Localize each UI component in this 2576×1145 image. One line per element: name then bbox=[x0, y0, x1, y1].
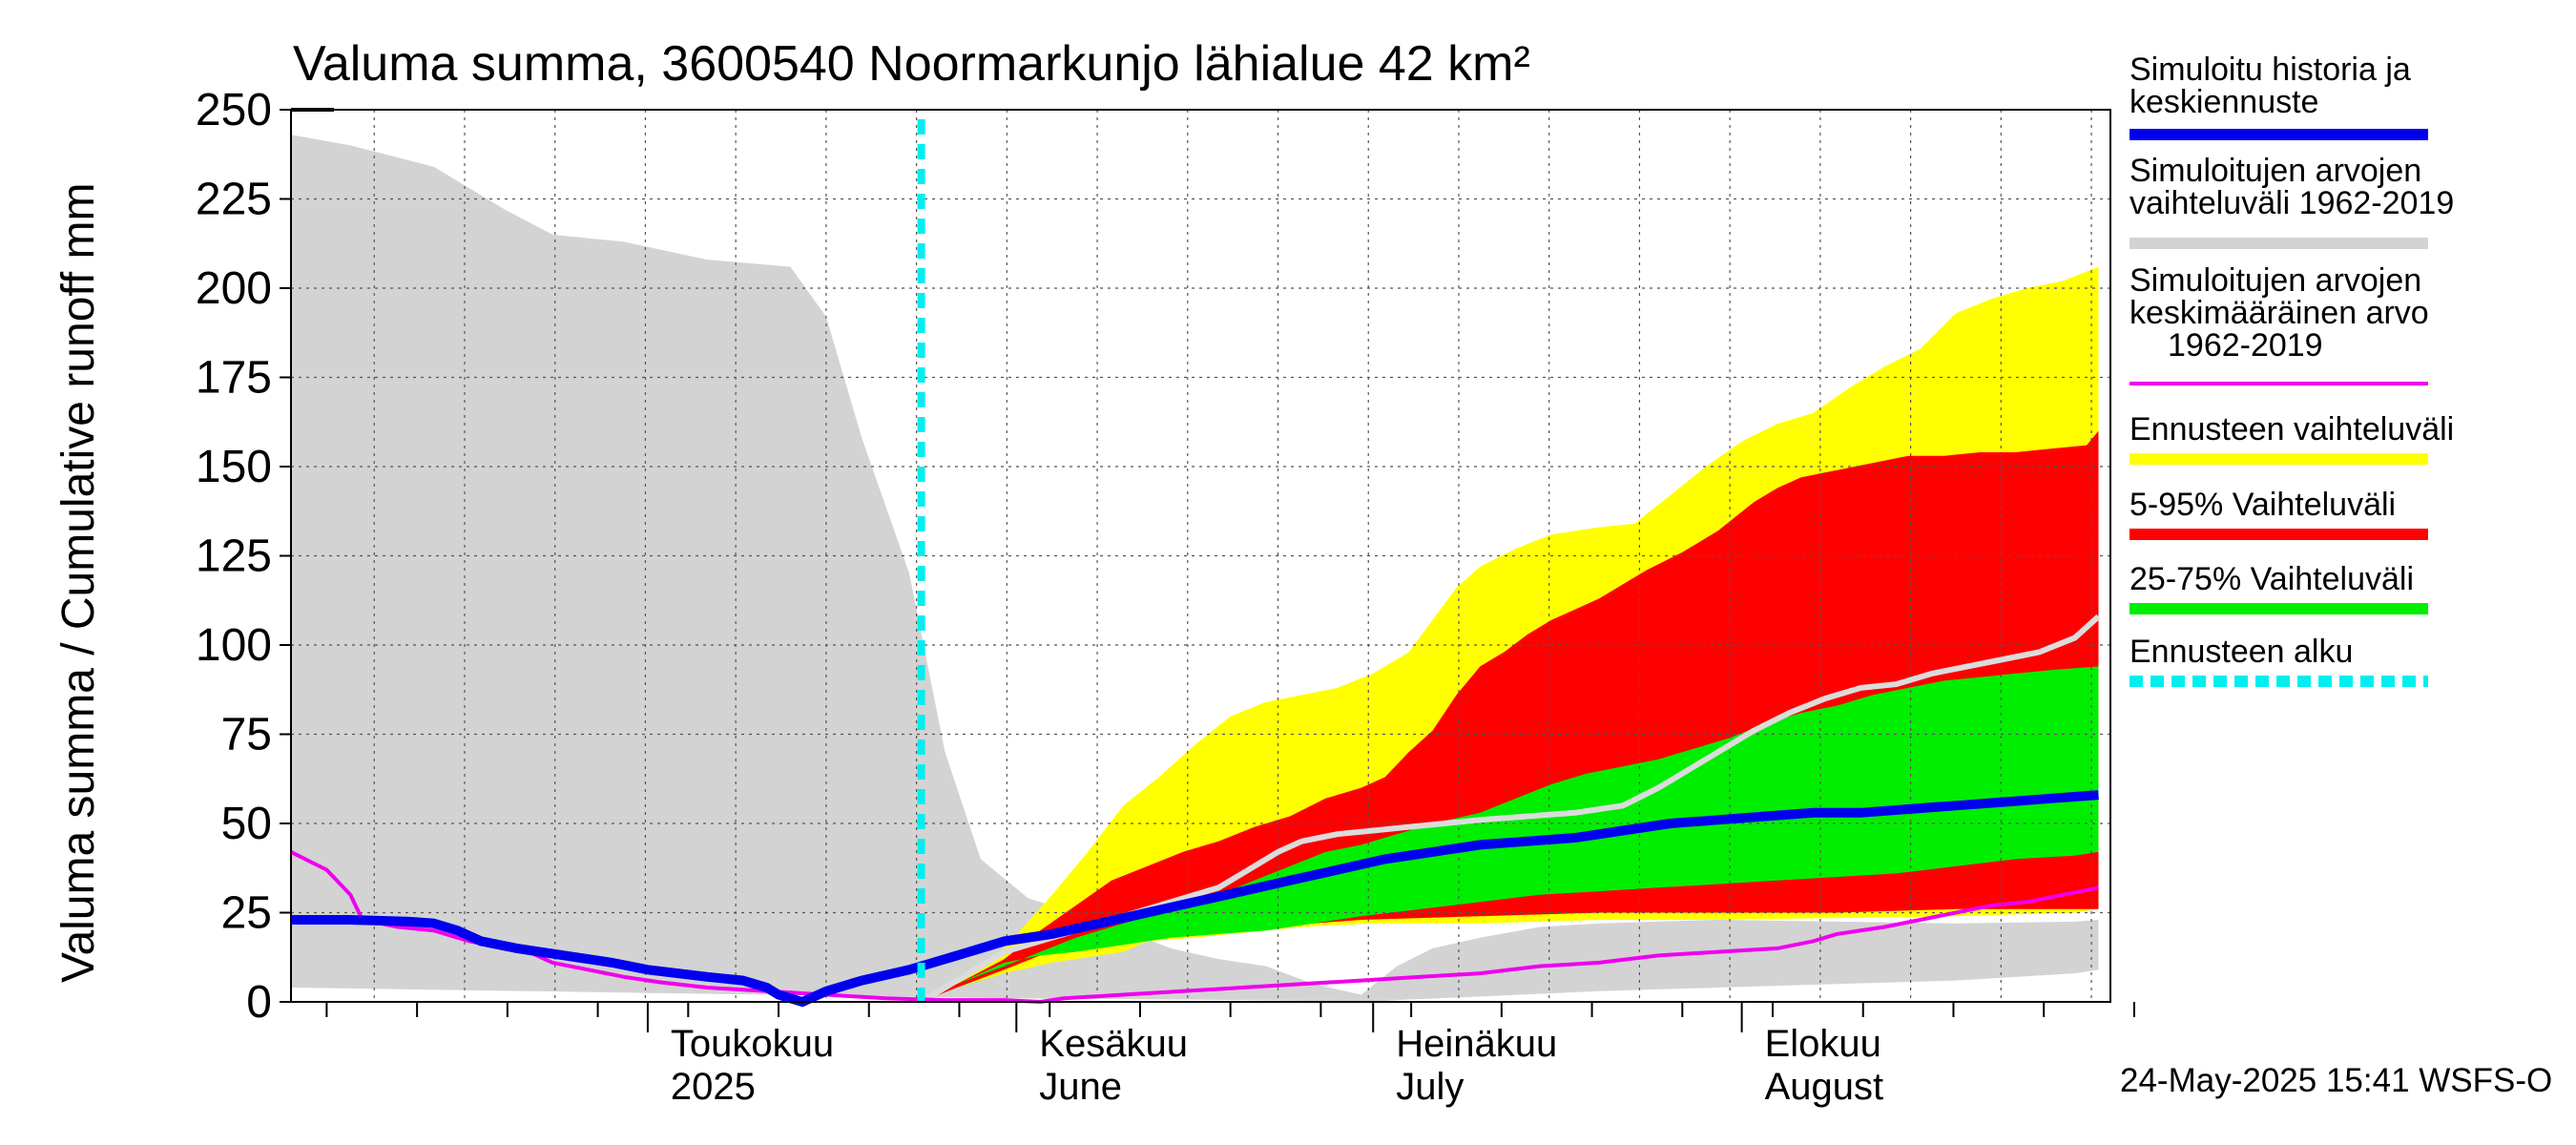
band-layer bbox=[291, 135, 2099, 1003]
history-line bbox=[291, 790, 2099, 1008]
legend-label: Simuloitu historia ja bbox=[2129, 52, 2411, 88]
legend-label: vaihteluväli 1962-2019 bbox=[2129, 185, 2454, 221]
month-label-en: 2025 bbox=[671, 1066, 756, 1108]
legend-label: 1962-2019 bbox=[2168, 327, 2323, 364]
legend-label: keskiennuste bbox=[2129, 84, 2318, 120]
y-axis-label: Valuma summa / Cumulative runoff mm bbox=[53, 183, 104, 984]
grid-layer bbox=[291, 109, 2110, 1002]
line-layer bbox=[290, 119, 2101, 1008]
month-label-fi: Toukokuu bbox=[671, 1023, 834, 1065]
month-label-en: August bbox=[1765, 1066, 1884, 1108]
month-label-en: June bbox=[1039, 1066, 1122, 1108]
y-tick-label: 0 bbox=[246, 977, 272, 1028]
y-tick-label: 175 bbox=[196, 353, 272, 404]
y-tick-label: 100 bbox=[196, 620, 272, 671]
legend-label: Ennusteen alku bbox=[2129, 634, 2353, 670]
legend-item: 25-75% Vaihteluväli bbox=[2129, 561, 2428, 614]
chart-title: Valuma summa, 3600540 Noormarkunjo lähia… bbox=[293, 36, 1530, 92]
y-tick-label: 125 bbox=[196, 531, 272, 582]
p25-75-band bbox=[921, 666, 2099, 1002]
axes-layer: 0 25 50 75 100 125 150 175 200 225 250 Toukokuu2025… bbox=[196, 85, 2135, 1108]
legend-label: keskimääräinen arvo bbox=[2129, 295, 2429, 331]
y-tick-label: 250 bbox=[196, 85, 272, 135]
legend-item: Ennusteen vaihteluväli bbox=[2129, 411, 2454, 465]
legend-label: Simuloitujen arvojen bbox=[2129, 262, 2421, 299]
y-tick-label: 25 bbox=[221, 888, 272, 939]
footer-timestamp: 24-May-2025 15:41 WSFS-O bbox=[2120, 1062, 2552, 1099]
month-label-fi: Heinäkuu bbox=[1396, 1023, 1557, 1065]
month-label-fi: Kesäkuu bbox=[1039, 1023, 1188, 1065]
legend: Simuloitu historia jakeskiennusteSimuloi… bbox=[2129, 52, 2454, 687]
legend-label: 5-95% Vaihteluväli bbox=[2129, 487, 2396, 523]
legend-item: 5-95% Vaihteluväli bbox=[2129, 487, 2428, 540]
y-tick-label: 75 bbox=[221, 710, 272, 760]
legend-label: 25-75% Vaihteluväli bbox=[2129, 561, 2414, 597]
legend-label: Ennusteen vaihteluväli bbox=[2129, 411, 2454, 448]
y-tick-label: 225 bbox=[196, 175, 272, 225]
y-tick-label: 50 bbox=[221, 799, 272, 849]
legend-label: Simuloitujen arvojen bbox=[2129, 153, 2421, 189]
month-label-en: July bbox=[1396, 1066, 1464, 1108]
legend-item: Ennusteen alku bbox=[2129, 634, 2428, 687]
y-tick-label: 150 bbox=[196, 442, 272, 492]
y-tick-label: 200 bbox=[196, 263, 272, 314]
historical-range-band bbox=[291, 135, 2099, 1002]
month-label-fi: Elokuu bbox=[1765, 1023, 1881, 1065]
